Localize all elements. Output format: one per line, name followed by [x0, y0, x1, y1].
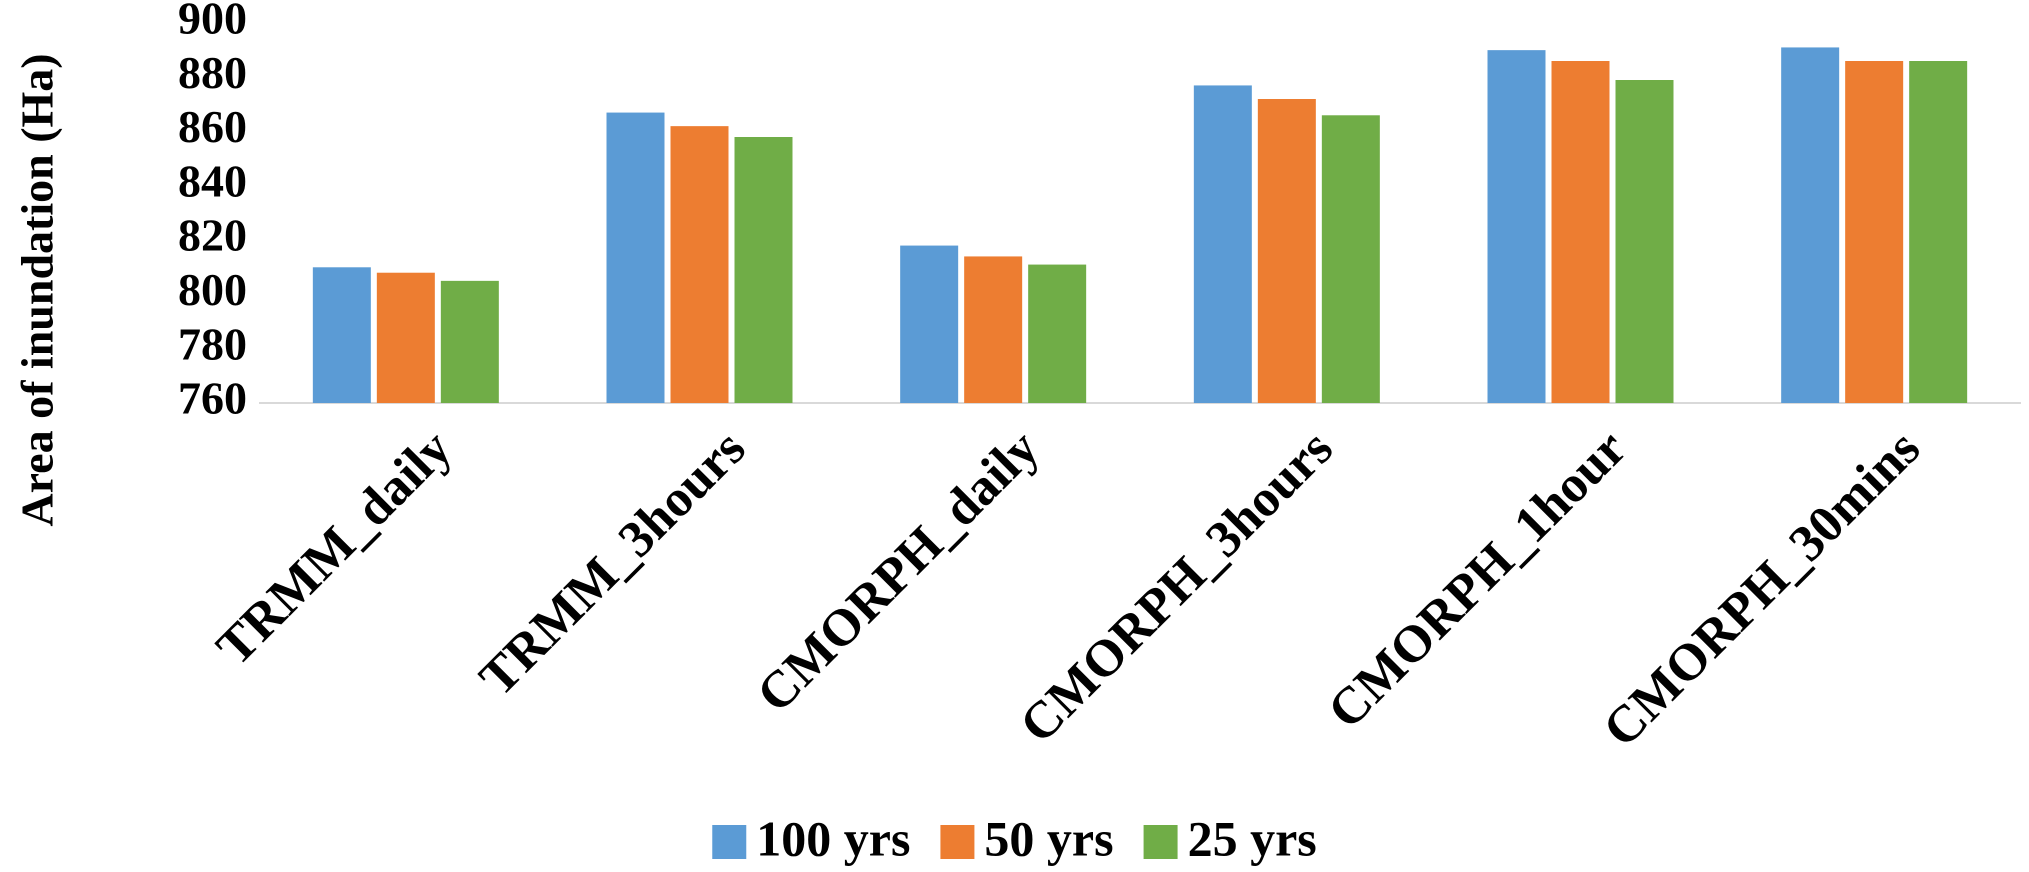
y-tick-label: 860	[178, 101, 247, 152]
x-tick-label: TRMM_daily	[206, 420, 463, 677]
legend-label: 50 yrs	[984, 810, 1113, 866]
legend-label: 25 yrs	[1188, 810, 1317, 866]
x-tick-label: CMORPH_daily	[746, 420, 1050, 724]
y-tick-label: 780	[178, 318, 247, 369]
bar	[734, 137, 793, 403]
bar	[376, 272, 435, 403]
bar	[1321, 115, 1380, 404]
legend-label: 100 yrs	[756, 810, 910, 866]
legend-swatch	[712, 825, 747, 859]
y-tick-label: 820	[178, 210, 247, 261]
bar	[1551, 61, 1610, 403]
y-tick-label: 760	[178, 373, 247, 424]
bar	[900, 245, 959, 403]
bar	[1909, 61, 1968, 403]
x-tick-label: TRMM_3hours	[469, 420, 756, 707]
legend-item: 100 yrs	[712, 810, 910, 866]
legend-item: 25 yrs	[1143, 810, 1317, 866]
y-axis-label: Area of inundation (Ha)	[12, 53, 63, 526]
bar	[1028, 264, 1087, 403]
legend-item: 50 yrs	[940, 810, 1114, 866]
x-tick-label: CMORPH_1hour	[1317, 420, 1637, 740]
bar	[670, 126, 729, 404]
y-tick-label: 840	[178, 155, 247, 206]
bar	[312, 267, 371, 403]
bar	[440, 280, 499, 403]
bar	[1615, 80, 1674, 403]
bar	[1193, 85, 1252, 403]
y-tick-label: 880	[178, 47, 247, 98]
bar	[1845, 61, 1904, 403]
legend-swatch	[940, 825, 975, 859]
legend-swatch	[1143, 825, 1178, 859]
bar	[964, 256, 1023, 403]
bar	[1487, 50, 1546, 404]
x-tick-label: CMORPH_30mins	[1593, 420, 1932, 759]
y-tick-label: 900	[178, 0, 247, 44]
x-tick-label: CMORPH_3hours	[1009, 420, 1343, 754]
bar	[1257, 99, 1316, 403]
bar	[606, 112, 665, 404]
y-tick-label: 800	[178, 264, 247, 315]
bar	[1781, 47, 1840, 404]
